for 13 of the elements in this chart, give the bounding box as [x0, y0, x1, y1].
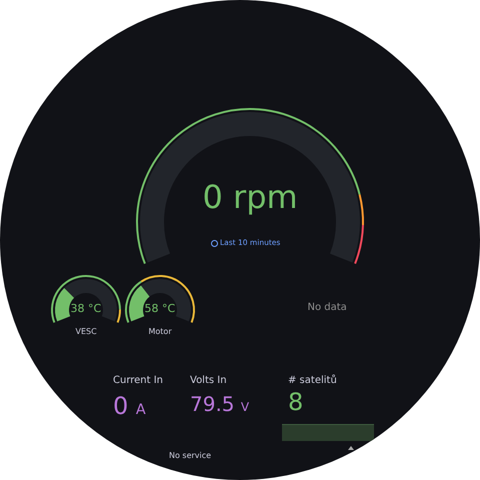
data-label: 0 A: [113, 392, 146, 420]
text: VESC: [76, 327, 97, 336]
text: No data: [308, 302, 347, 313]
data-label: 79.5 V: [190, 392, 250, 416]
data-label: 0 rpm: [202, 178, 298, 216]
text: 8: [288, 388, 304, 416]
text: # satelitů: [288, 375, 337, 386]
text: Current In: [113, 375, 164, 386]
data-label: 58 °C: [144, 302, 176, 315]
text: Volts In: [190, 375, 227, 386]
text: Motor: [148, 327, 172, 336]
data-label: 38 °C: [70, 302, 102, 315]
text: No service: [169, 451, 212, 460]
